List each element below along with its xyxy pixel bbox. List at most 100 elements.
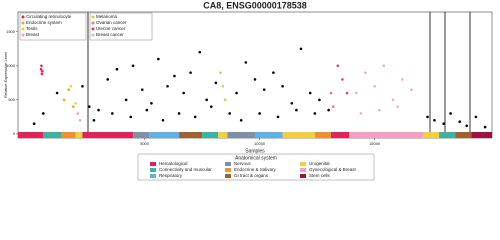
system-label: GI tract & organs <box>234 173 269 178</box>
point <box>32 122 36 125</box>
point <box>39 67 43 71</box>
legend-marker <box>21 21 25 25</box>
sample-band <box>330 132 350 138</box>
system-label: Respiratory <box>159 173 183 178</box>
sample-band <box>471 132 492 138</box>
point <box>281 84 284 88</box>
point <box>177 112 181 115</box>
point <box>442 122 445 125</box>
legend-marker <box>91 21 95 25</box>
sample-band <box>455 132 472 138</box>
system-legend-title: Anatomical system <box>235 155 277 161</box>
point <box>235 91 238 95</box>
point <box>272 71 275 74</box>
point <box>76 112 80 115</box>
legend-marker <box>91 27 95 31</box>
system-swatch <box>150 168 156 172</box>
point <box>364 71 367 74</box>
point <box>483 125 487 129</box>
point <box>465 124 468 128</box>
point <box>189 71 192 74</box>
sample-band <box>282 132 315 138</box>
sample-band <box>149 132 180 138</box>
point <box>331 105 335 108</box>
point <box>205 98 208 102</box>
point <box>359 112 363 115</box>
sample-band <box>133 132 150 138</box>
point <box>244 61 248 64</box>
point <box>382 64 386 68</box>
legend-label: Circulating reticulocyte <box>26 14 72 19</box>
system-swatch <box>225 162 231 166</box>
legend-label: Uterine cancer <box>96 26 126 31</box>
plot-frame <box>17 11 493 139</box>
system-label: Gynecological & Breast <box>309 167 357 172</box>
sample-band <box>349 132 423 138</box>
sample-band <box>218 132 228 138</box>
legend-marker <box>21 27 25 31</box>
y-tick-label: 1500 <box>6 29 16 34</box>
chart-title: CA8, ENSG00000178538 <box>203 0 307 10</box>
legend-label: Melanoma <box>96 14 118 19</box>
y-tick-label: 500 <box>8 97 15 102</box>
point <box>228 112 231 115</box>
point <box>40 64 43 68</box>
point <box>410 88 413 91</box>
point <box>426 115 429 119</box>
point <box>140 88 144 91</box>
y-axis-label: Relative Expression Level <box>3 52 8 98</box>
point <box>97 108 100 112</box>
point <box>74 101 77 105</box>
point <box>145 108 149 112</box>
point <box>42 112 45 115</box>
legend-label: Testis <box>26 26 38 31</box>
point <box>474 115 478 119</box>
point <box>221 84 225 88</box>
point <box>308 91 312 95</box>
system-swatch <box>225 168 231 172</box>
legend-label: Ovarian cancer <box>96 20 127 25</box>
point <box>193 115 197 119</box>
point <box>290 101 294 105</box>
point <box>173 74 176 78</box>
y-tick-label: 0 <box>13 131 16 136</box>
point <box>111 112 114 115</box>
system-label: Connectivity and muscular <box>159 167 212 172</box>
point <box>150 101 153 105</box>
point <box>71 105 75 108</box>
chart: CA8, ENSG00000178538 Relative Expression… <box>3 0 493 181</box>
sample-band <box>255 132 283 138</box>
point <box>41 69 44 73</box>
point <box>449 112 452 115</box>
legend-label: Breast <box>26 32 40 37</box>
x-axis-label: Samples <box>245 148 265 154</box>
point <box>458 120 462 123</box>
system-label: Nervous <box>234 161 252 166</box>
point <box>92 118 96 122</box>
point <box>62 98 66 102</box>
point <box>336 64 340 68</box>
point <box>262 88 266 91</box>
x-tick-label: 15000 <box>369 141 381 146</box>
point <box>161 118 165 122</box>
sample-band <box>61 132 76 138</box>
sample-band <box>422 132 440 138</box>
x-tick-label: 5000 <box>140 141 150 146</box>
system-legend-box <box>137 153 375 181</box>
point <box>198 50 202 54</box>
point <box>327 108 330 112</box>
sample-band <box>43 132 62 138</box>
system-swatch <box>225 174 231 178</box>
point <box>209 105 213 108</box>
sample-band <box>439 132 456 138</box>
sample-band <box>227 132 255 138</box>
point <box>391 98 395 102</box>
point <box>219 71 222 74</box>
sample-band <box>18 132 44 138</box>
sample-band <box>82 132 134 138</box>
point <box>253 78 257 81</box>
system-swatch <box>300 162 306 166</box>
sample-band <box>179 132 203 138</box>
legend-marker <box>91 33 95 37</box>
legend-label: Breast cancer <box>96 32 124 37</box>
